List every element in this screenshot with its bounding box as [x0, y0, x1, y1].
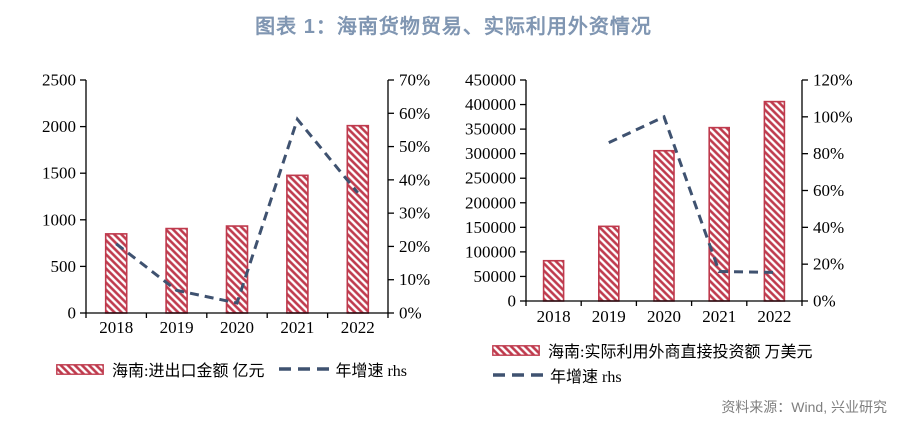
svg-text:120%: 120% — [813, 71, 853, 90]
svg-text:40%: 40% — [813, 218, 844, 237]
svg-text:50%: 50% — [399, 137, 430, 156]
svg-text:0%: 0% — [399, 304, 422, 323]
svg-text:400000: 400000 — [465, 95, 516, 114]
fdi-bar-legend-label: 海南:实际利用外商直接投资额 万美元 — [548, 344, 813, 361]
svg-text:2022: 2022 — [341, 318, 375, 337]
svg-text:80%: 80% — [813, 144, 844, 163]
svg-text:20%: 20% — [813, 255, 844, 274]
svg-text:2020: 2020 — [647, 307, 681, 326]
svg-text:60%: 60% — [399, 104, 430, 123]
fdi-line-legend-label: 年增速 rhs — [550, 369, 622, 386]
svg-text:2019: 2019 — [592, 307, 626, 326]
svg-text:350000: 350000 — [465, 120, 516, 139]
svg-text:70%: 70% — [399, 71, 430, 90]
svg-text:300000: 300000 — [465, 144, 516, 163]
svg-text:2500: 2500 — [42, 71, 76, 90]
svg-text:500: 500 — [51, 257, 77, 276]
svg-text:50000: 50000 — [474, 267, 517, 286]
trade-line-legend-label: 年增速 rhs — [335, 363, 408, 380]
fdi-chart: 0 50000 100000 150000 200000 250000 300000 3500… — [465, 71, 853, 327]
svg-text:1000: 1000 — [42, 210, 76, 229]
dash-line-legend-icon — [492, 371, 545, 379]
svg-text:450000: 450000 — [465, 71, 516, 90]
svg-text:2018: 2018 — [99, 318, 133, 337]
svg-text:1500: 1500 — [42, 164, 76, 183]
svg-text:100%: 100% — [813, 107, 853, 126]
svg-text:20%: 20% — [399, 237, 430, 256]
svg-text:30%: 30% — [399, 204, 430, 223]
svg-text:2000: 2000 — [42, 117, 76, 136]
fdi-chart-legend-bar: 海南:实际利用外商直接投资额 万美元 — [492, 338, 812, 362]
svg-text:0: 0 — [68, 304, 77, 323]
trade-bar-legend-label: 海南:进出口金额 亿元 — [112, 363, 265, 380]
dash-line-legend-icon — [278, 365, 331, 373]
trade-chart: 0 500 1000 1500 2000 2500 0% 10% 20% 30% 40% 50% 60%… — [42, 71, 430, 338]
svg-text:150000: 150000 — [465, 218, 516, 237]
bar-hatch-legend-icon — [492, 344, 540, 356]
svg-text:0: 0 — [508, 292, 517, 311]
svg-text:2020: 2020 — [220, 318, 254, 337]
svg-text:2018: 2018 — [537, 307, 571, 326]
fdi-chart-legend-line: 年增速 rhs — [492, 363, 622, 387]
svg-text:2021: 2021 — [702, 307, 736, 326]
figure-title: 图表 1：海南货物贸易、实际利用外资情况 — [255, 16, 652, 38]
svg-text:2021: 2021 — [280, 318, 314, 337]
bar-hatch-legend-icon — [56, 363, 104, 375]
svg-text:2022: 2022 — [757, 307, 791, 326]
svg-text:250000: 250000 — [465, 169, 516, 188]
svg-text:0%: 0% — [813, 292, 836, 311]
svg-text:40%: 40% — [399, 170, 430, 189]
svg-text:200000: 200000 — [465, 193, 516, 212]
trade-chart-legend: 海南:进出口金额 亿元 年增速 rhs — [56, 357, 407, 381]
svg-text:100000: 100000 — [465, 242, 516, 261]
source-note: 资料来源：Wind, 兴业研究 — [721, 399, 887, 415]
svg-text:10%: 10% — [399, 270, 430, 289]
svg-text:60%: 60% — [813, 181, 844, 200]
svg-text:2019: 2019 — [160, 318, 194, 337]
